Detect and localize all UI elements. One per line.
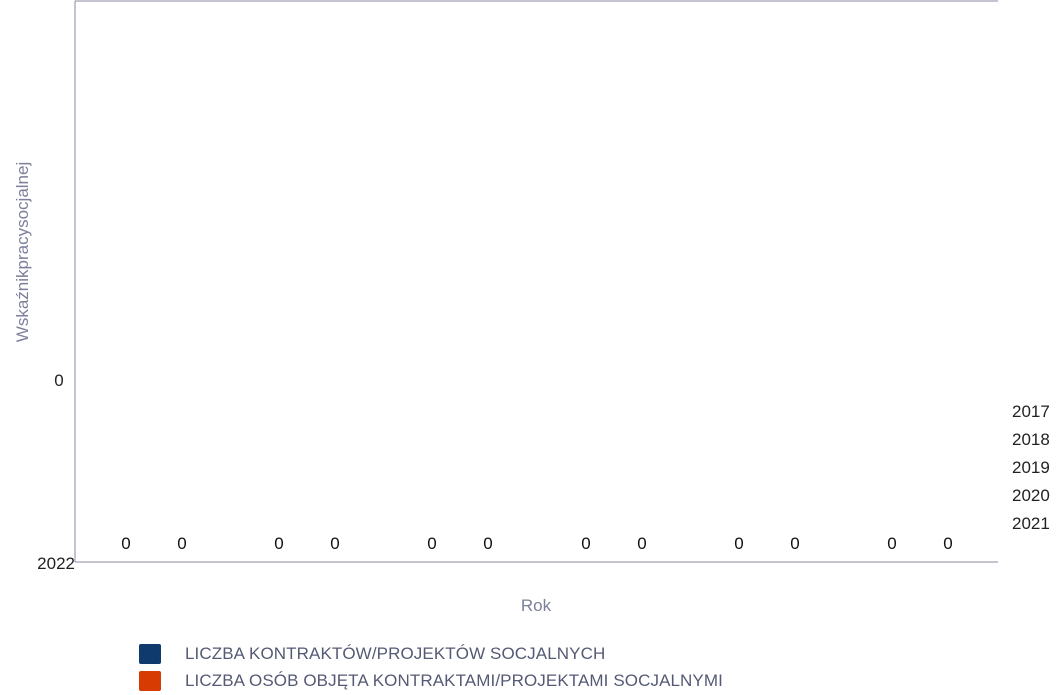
data-label-7: 0 <box>581 534 590 553</box>
legend-label-persons: LICZBA OSÓB OBJĘTA KONTRAKTAMI/PROJEKTAM… <box>185 670 723 690</box>
right-label-2018: 2018 <box>1012 430 1050 449</box>
data-label-9: 0 <box>734 534 743 553</box>
legend-swatch-contracts <box>139 643 161 664</box>
legend-label-contracts: LICZBA KONTRAKTÓW/PROJEKTÓW SOCJALNYCH <box>185 643 606 663</box>
right-label-2019: 2019 <box>1012 458 1050 477</box>
y-axis-title: Wskaźnikpracysocjalnej <box>13 162 32 342</box>
data-label-5: 0 <box>427 534 436 553</box>
right-label-2021: 2021 <box>1012 514 1050 533</box>
legend-item-contracts[interactable]: LICZBA KONTRAKTÓW/PROJEKTÓW SOCJALNYCH <box>139 640 723 667</box>
legend-swatch-persons <box>139 670 161 691</box>
y-tick-label-0: 0 <box>54 371 63 390</box>
data-label-4: 0 <box>330 534 339 553</box>
right-label-2017: 2017 <box>1012 402 1050 421</box>
data-label-3: 0 <box>274 534 283 553</box>
legend: LICZBA KONTRAKTÓW/PROJEKTÓW SOCJALNYCH L… <box>139 640 723 694</box>
y-tick-label-1: 2022 <box>37 554 75 573</box>
right-label-2020: 2020 <box>1012 486 1050 505</box>
data-label-8: 0 <box>637 534 646 553</box>
data-label-2: 0 <box>177 534 186 553</box>
data-label-12: 0 <box>943 534 952 553</box>
data-label-11: 0 <box>887 534 896 553</box>
data-label-1: 0 <box>121 534 130 553</box>
data-label-10: 0 <box>790 534 799 553</box>
data-label-6: 0 <box>483 534 492 553</box>
legend-item-persons[interactable]: LICZBA OSÓB OBJĘTA KONTRAKTAMI/PROJEKTAM… <box>139 667 723 694</box>
x-axis-title: Rok <box>521 596 552 615</box>
